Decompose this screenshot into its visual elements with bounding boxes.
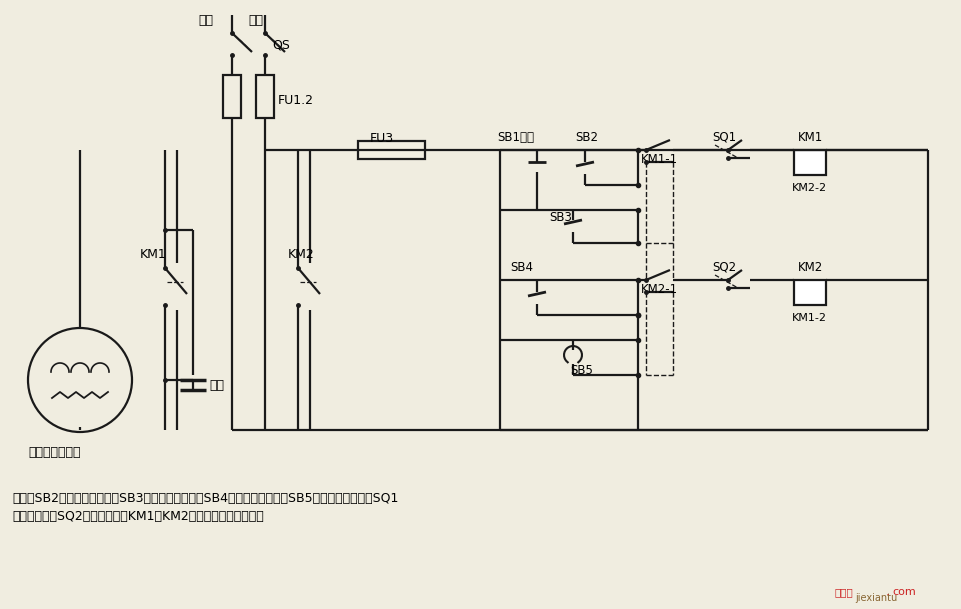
Text: SB5: SB5 <box>570 364 592 376</box>
Bar <box>223 75 241 118</box>
Text: 电容: 电容 <box>209 379 224 392</box>
Text: KM2: KM2 <box>798 261 823 273</box>
Text: 为最高限位，SQ2为最低限位。KM1、KM2可用中间继电器代替。: 为最高限位，SQ2为最低限位。KM1、KM2可用中间继电器代替。 <box>12 510 263 523</box>
Text: 接线图: 接线图 <box>834 587 852 597</box>
Bar <box>357 141 425 159</box>
Text: FU3: FU3 <box>370 132 394 144</box>
Bar <box>256 75 274 118</box>
Text: .: . <box>885 585 889 599</box>
Text: 单相电容电动机: 单相电容电动机 <box>28 446 81 459</box>
Text: 说明：SB2为上升启动按钮，SB3为上升点动按钮，SB4为下降启动按钮，SB5为下降点动按钮；SQ1: 说明：SB2为上升启动按钮，SB3为上升点动按钮，SB4为下降启动按钮，SB5为… <box>12 492 398 505</box>
Text: FU1.2: FU1.2 <box>278 94 313 107</box>
Text: KM2: KM2 <box>287 247 314 261</box>
Text: SB1停止: SB1停止 <box>497 130 533 144</box>
Bar <box>793 280 825 305</box>
Text: KM2-2: KM2-2 <box>791 183 826 193</box>
Text: 零线: 零线 <box>248 13 262 27</box>
Text: 火线: 火线 <box>198 13 212 27</box>
Text: KM1: KM1 <box>798 130 823 144</box>
Text: KM1-1: KM1-1 <box>640 152 678 166</box>
Text: KM2-1: KM2-1 <box>640 283 678 295</box>
Text: SB2: SB2 <box>575 130 598 144</box>
Text: SQ1: SQ1 <box>711 130 735 144</box>
Text: KM1-2: KM1-2 <box>791 313 826 323</box>
Text: com: com <box>891 587 915 597</box>
Bar <box>793 150 825 175</box>
Text: jiexiantu: jiexiantu <box>854 593 897 603</box>
Text: KM1: KM1 <box>140 247 166 261</box>
Text: SB4: SB4 <box>509 261 532 273</box>
Text: QS: QS <box>272 38 289 52</box>
Text: SB3: SB3 <box>549 211 571 224</box>
Text: SQ2: SQ2 <box>711 261 735 273</box>
